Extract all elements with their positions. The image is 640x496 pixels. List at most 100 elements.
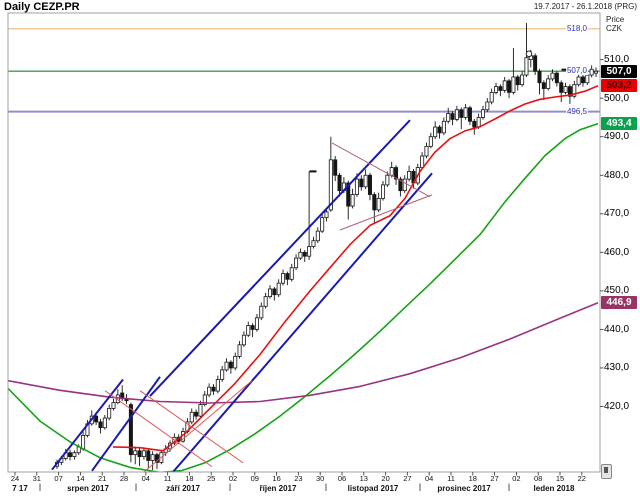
last-price-badge: 507,0	[601, 64, 637, 78]
candle	[433, 126, 438, 138]
candle	[102, 417, 107, 429]
month-label: září 2017	[166, 484, 200, 493]
plot-content	[8, 23, 600, 472]
candle	[220, 369, 225, 380]
candle	[498, 86, 503, 91]
y-axis-label: 430,0	[604, 362, 630, 374]
candle	[137, 450, 142, 457]
week-tick-label: 30	[316, 474, 325, 483]
plot-border	[7, 12, 601, 473]
month-label: říjen 2017	[259, 484, 297, 493]
candle	[480, 109, 485, 118]
candle	[420, 155, 425, 168]
week-tick-label: 27	[403, 474, 412, 483]
candle	[324, 211, 329, 219]
candle	[398, 178, 403, 192]
y-axis-label: 460,0	[604, 246, 630, 258]
candle	[254, 317, 259, 330]
candle	[267, 288, 272, 298]
week-tick-label: 02	[512, 474, 521, 483]
candle	[424, 145, 429, 157]
candle	[228, 361, 233, 369]
candle	[533, 55, 538, 72]
main-channel-upper	[149, 119, 411, 397]
candle	[537, 70, 542, 84]
candle	[476, 117, 481, 128]
candle	[128, 404, 133, 456]
week-tick-label: 27	[490, 474, 499, 483]
candle	[333, 159, 338, 176]
candle	[98, 421, 103, 429]
candle	[450, 113, 455, 120]
candle	[346, 182, 351, 207]
week-tick-label: 22	[577, 474, 586, 483]
week-tick-label: 20	[381, 474, 390, 483]
candle	[467, 107, 472, 122]
candle	[298, 251, 303, 259]
candle	[259, 305, 264, 319]
candle	[68, 452, 73, 457]
week-tick-label: 08	[534, 474, 543, 483]
candle	[502, 80, 507, 91]
ma-purple	[8, 302, 599, 404]
level-lines	[8, 28, 600, 113]
axis-ticks	[14, 59, 604, 491]
candle	[437, 126, 442, 134]
y-axis-label: 440,0	[604, 323, 630, 335]
candle	[272, 288, 277, 296]
candle	[359, 178, 364, 188]
candle	[81, 434, 86, 450]
candle	[289, 267, 294, 280]
week-tick-label: 24	[10, 474, 20, 483]
y-axis-label: 490,0	[604, 131, 630, 143]
week-tick-label: 31	[32, 474, 41, 483]
week-tick-label: 02	[228, 474, 238, 483]
candle	[385, 174, 390, 186]
candle	[250, 325, 255, 330]
green-ma-value-badge: 493,4	[601, 117, 637, 131]
ma-green	[8, 122, 599, 472]
week-tick-label: 04	[425, 474, 434, 483]
circle-marker	[525, 50, 533, 58]
candle	[224, 361, 229, 371]
week-tick-label: 11	[447, 474, 455, 483]
candle	[294, 257, 299, 269]
candle	[463, 107, 468, 118]
week-tick-label: 15	[555, 474, 565, 483]
purple-ma-value-badge: 446,9	[601, 296, 637, 310]
candle	[524, 57, 529, 76]
candle	[311, 240, 316, 247]
candle	[580, 76, 585, 84]
candle	[154, 454, 159, 463]
candle	[111, 402, 116, 409]
red-ma-value-badge: 503,2	[601, 79, 637, 93]
candle	[202, 394, 207, 405]
candle	[194, 411, 199, 417]
y-axis-label: 510,0	[604, 54, 630, 66]
candle	[307, 246, 312, 257]
level-line-label: 507,0	[565, 66, 588, 76]
candle	[207, 386, 212, 396]
week-tick-label: 13	[359, 474, 368, 483]
candle	[515, 76, 520, 86]
candle	[281, 273, 286, 284]
pennant-lower	[339, 194, 433, 231]
week-tick-label: 09	[250, 474, 259, 483]
steep-channel-upper	[91, 376, 161, 472]
candle	[489, 91, 494, 103]
candle	[363, 174, 368, 188]
candle	[150, 454, 155, 461]
candle	[211, 386, 216, 392]
candle	[189, 411, 194, 423]
candle	[372, 194, 377, 211]
week-tick-label: 21	[98, 474, 107, 483]
candle	[511, 76, 516, 93]
candle	[394, 167, 399, 180]
candle	[594, 70, 599, 74]
candle	[233, 355, 238, 369]
candle	[315, 230, 320, 242]
candle	[276, 282, 281, 296]
candle	[198, 404, 203, 417]
candle	[350, 194, 355, 207]
